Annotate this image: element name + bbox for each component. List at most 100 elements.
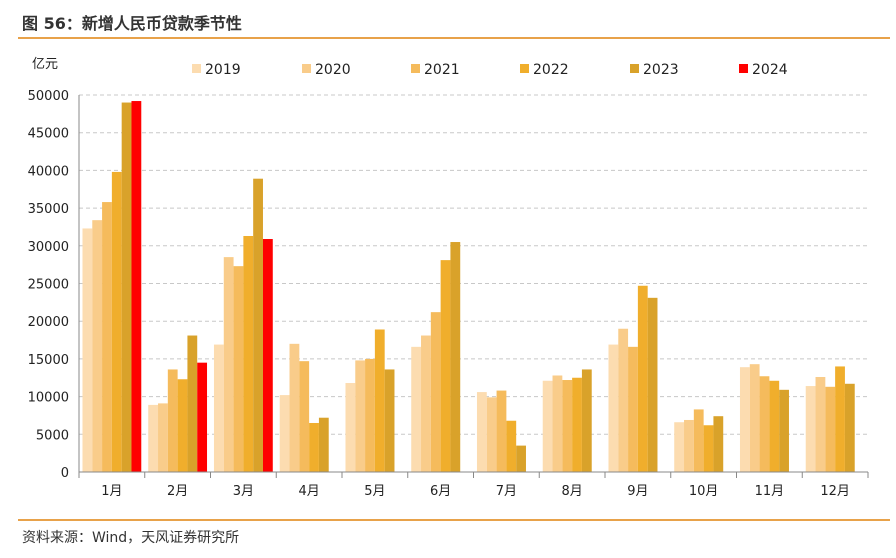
bar-2022 [703,425,714,472]
y-tick-label: 0 [61,466,69,481]
legend-swatch-2022 [520,64,529,73]
bar-2023 [318,417,329,472]
bar-2021 [299,361,310,472]
bar-2019 [279,395,290,472]
bar-2019 [411,346,422,472]
bar-2020 [486,397,497,472]
bar-2020 [92,220,103,472]
bar-2019 [82,228,93,472]
bar-2020 [815,376,826,472]
bar-2019 [213,344,224,472]
bar-2021 [562,380,573,472]
bar-2019 [542,380,553,472]
x-tick-label: 1月 [101,484,122,499]
y-tick-label: 30000 [28,240,69,255]
bar-2019 [608,344,619,472]
x-tick-label: 5月 [364,484,385,499]
bottom-divider [18,519,890,521]
bar-2023 [253,178,263,472]
bar-2020 [289,343,300,472]
bar-2024 [262,239,273,472]
bar-2022 [572,377,582,472]
bar-2023 [450,242,461,472]
y-tick-label: 25000 [28,278,69,293]
legend-label-2024: 2024 [752,62,788,78]
bar-2021 [365,358,375,472]
bar-2021 [825,386,836,472]
bar-2020 [355,360,366,472]
bar-2022 [111,171,122,472]
legend: 2019 2020 2021 2022 2023 2024 [192,62,788,78]
bar-2020 [749,364,760,472]
bar-2023 [779,389,789,472]
legend-label-2021: 2021 [424,62,460,78]
legend-swatch-2020 [302,64,311,73]
bar-2021 [693,409,704,472]
bars [82,101,855,473]
bar-2022 [243,235,254,472]
legend-label-2020: 2020 [315,62,351,78]
bar-2020 [684,419,694,472]
y-axis-unit-label: 亿元 [32,57,58,72]
bar-2022 [506,420,517,472]
bar-2019 [805,386,816,472]
bar-2019 [476,392,487,472]
bar-2022 [309,422,319,472]
bar-2023 [384,369,395,472]
top-divider [18,37,890,39]
bar-2019 [739,367,750,472]
x-tick-label: 4月 [298,484,319,499]
x-axis: 1月 2月 3月 4月 5月 6月 7月 8月 9月 10月 11月 12月 [78,471,869,499]
bar-2022 [835,366,845,472]
gridlines [79,94,868,435]
bar-2019 [674,422,685,472]
page-title: 图 56：新增人民币贷款季节性 [22,14,242,33]
bar-2022 [637,285,648,472]
bar-2021 [167,369,178,472]
legend-swatch-2021 [411,64,420,73]
bar-2019 [345,383,356,472]
legend-label-2023: 2023 [643,62,679,78]
bar-2021 [430,312,441,472]
y-tick-label: 35000 [28,202,69,217]
bar-2019 [148,404,159,472]
x-tick-label: 7月 [496,484,517,499]
bar-2023 [647,297,658,472]
bar-2020 [552,375,563,472]
bar-2020 [223,257,234,472]
bar-2023 [516,445,526,472]
bar-2022 [374,329,385,472]
bar-2021 [759,376,770,472]
x-tick-label: 10月 [689,484,719,499]
legend-swatch-2019 [192,64,201,73]
legend-label-2019: 2019 [205,62,241,78]
bar-2022 [769,380,780,472]
y-tick-label: 5000 [36,428,69,443]
bar-2022 [177,379,188,472]
legend-swatch-2024 [739,64,748,73]
bar-2020 [421,335,431,472]
y-tick-label: 50000 [28,89,69,104]
bar-2022 [440,260,451,472]
x-tick-label: 12月 [820,484,850,499]
x-tick-label: 9月 [627,484,648,499]
bar-2023 [187,335,198,472]
source-note: 资料来源：Wind，天风证券研究所 [22,530,240,546]
y-axis: 0 5000 10000 15000 20000 25000 30000 35000 40000… [28,89,80,481]
bar-2023 [713,416,724,472]
y-tick-label: 15000 [28,353,69,368]
x-tick-label: 8月 [561,484,582,499]
bar-2020 [158,403,168,472]
bar-2024 [197,362,208,472]
bar-2023 [121,102,132,472]
bar-2021 [233,266,244,472]
y-tick-label: 45000 [28,127,69,142]
bar-2021 [102,202,112,472]
x-tick-label: 11月 [755,484,785,499]
bar-2020 [618,328,629,472]
x-tick-label: 6月 [430,484,451,499]
bar-2021 [628,346,638,472]
bar-2023 [581,369,592,472]
x-tick-label: 3月 [233,484,254,499]
